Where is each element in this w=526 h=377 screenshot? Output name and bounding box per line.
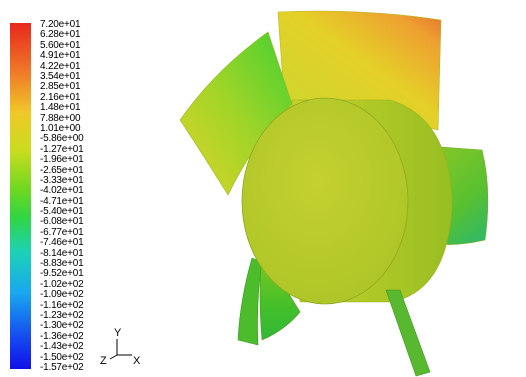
legend-tick-label: -7.46e+01 — [40, 237, 84, 249]
legend-tick-label: -1.50e+02 — [40, 351, 84, 363]
legend-tick-label: -1.16e+02 — [40, 299, 84, 311]
propeller-blade-fin — [237, 257, 263, 346]
z-axis-label: Z — [100, 355, 107, 367]
legend-tick-label: -1.43e+02 — [40, 341, 84, 353]
y-axis-label: Y — [114, 327, 122, 339]
legend-tick-label: 4.91e+01 — [40, 50, 81, 62]
legend-tick-label: -4.02e+01 — [40, 185, 84, 197]
legend-tick-label: -1.02e+02 — [40, 278, 84, 290]
hub-front-face — [241, 97, 409, 305]
legend-tick-label: -1.27e+01 — [40, 143, 84, 155]
legend-tick-label: -1.23e+02 — [40, 310, 84, 322]
legend-tick-label: -1.96e+01 — [40, 154, 84, 166]
legend-tick-label: 1.48e+01 — [40, 102, 81, 114]
legend-tick-label: -3.33e+01 — [40, 174, 84, 186]
legend-tick-label: -4.71e+01 — [40, 195, 84, 207]
axis-triad: Y X Z — [100, 327, 141, 367]
legend-tick-label: 5.60e+01 — [40, 39, 81, 51]
legend-tick-label: 1.01e+00 — [40, 122, 81, 134]
legend-tick-label: -1.36e+02 — [40, 330, 84, 342]
propeller-shaft — [385, 289, 431, 377]
legend-tick-label: 2.85e+01 — [40, 81, 81, 93]
legend-tick-labels: 7.20e+01 6.28e+01 5.60e+01 4.91e+01 4.22e+01… — [40, 20, 100, 373]
legend-tick-label: -9.52e+01 — [40, 268, 84, 280]
legend-tick-label: 4.22e+01 — [40, 60, 81, 72]
legend-tick-label: -1.30e+02 — [40, 320, 84, 332]
legend-tick-label: 6.28e+01 — [40, 29, 81, 41]
legend-tick-label: -1.57e+02 — [40, 362, 84, 373]
colorbar-gradient — [10, 23, 31, 369]
legend-tick-label: 3.54e+01 — [40, 70, 81, 82]
legend-tick-label: 7.88e+00 — [40, 112, 81, 124]
legend-tick-label: -5.86e+00 — [40, 133, 84, 145]
colorbar — [10, 23, 31, 369]
z-axis-line — [109, 354, 118, 360]
legend-tick-label: -1.09e+02 — [40, 289, 84, 301]
x-axis-label: X — [133, 355, 141, 367]
legend-tick-label: 2.16e+01 — [40, 91, 81, 103]
legend-tick-label: -8.83e+01 — [40, 258, 84, 270]
legend-tick-label: -6.08e+01 — [40, 216, 84, 228]
legend-tick-label: -8.14e+01 — [40, 247, 84, 259]
legend-tick-label: -5.40e+01 — [40, 206, 84, 218]
legend-tick-label: -6.77e+01 — [40, 226, 84, 238]
color-legend: 7.20e+01 6.28e+01 5.60e+01 4.91e+01 4.22e+01… — [6, 20, 86, 373]
legend-tick-label: 7.20e+01 — [40, 19, 81, 30]
legend-tick-label: -2.65e+01 — [40, 164, 84, 176]
